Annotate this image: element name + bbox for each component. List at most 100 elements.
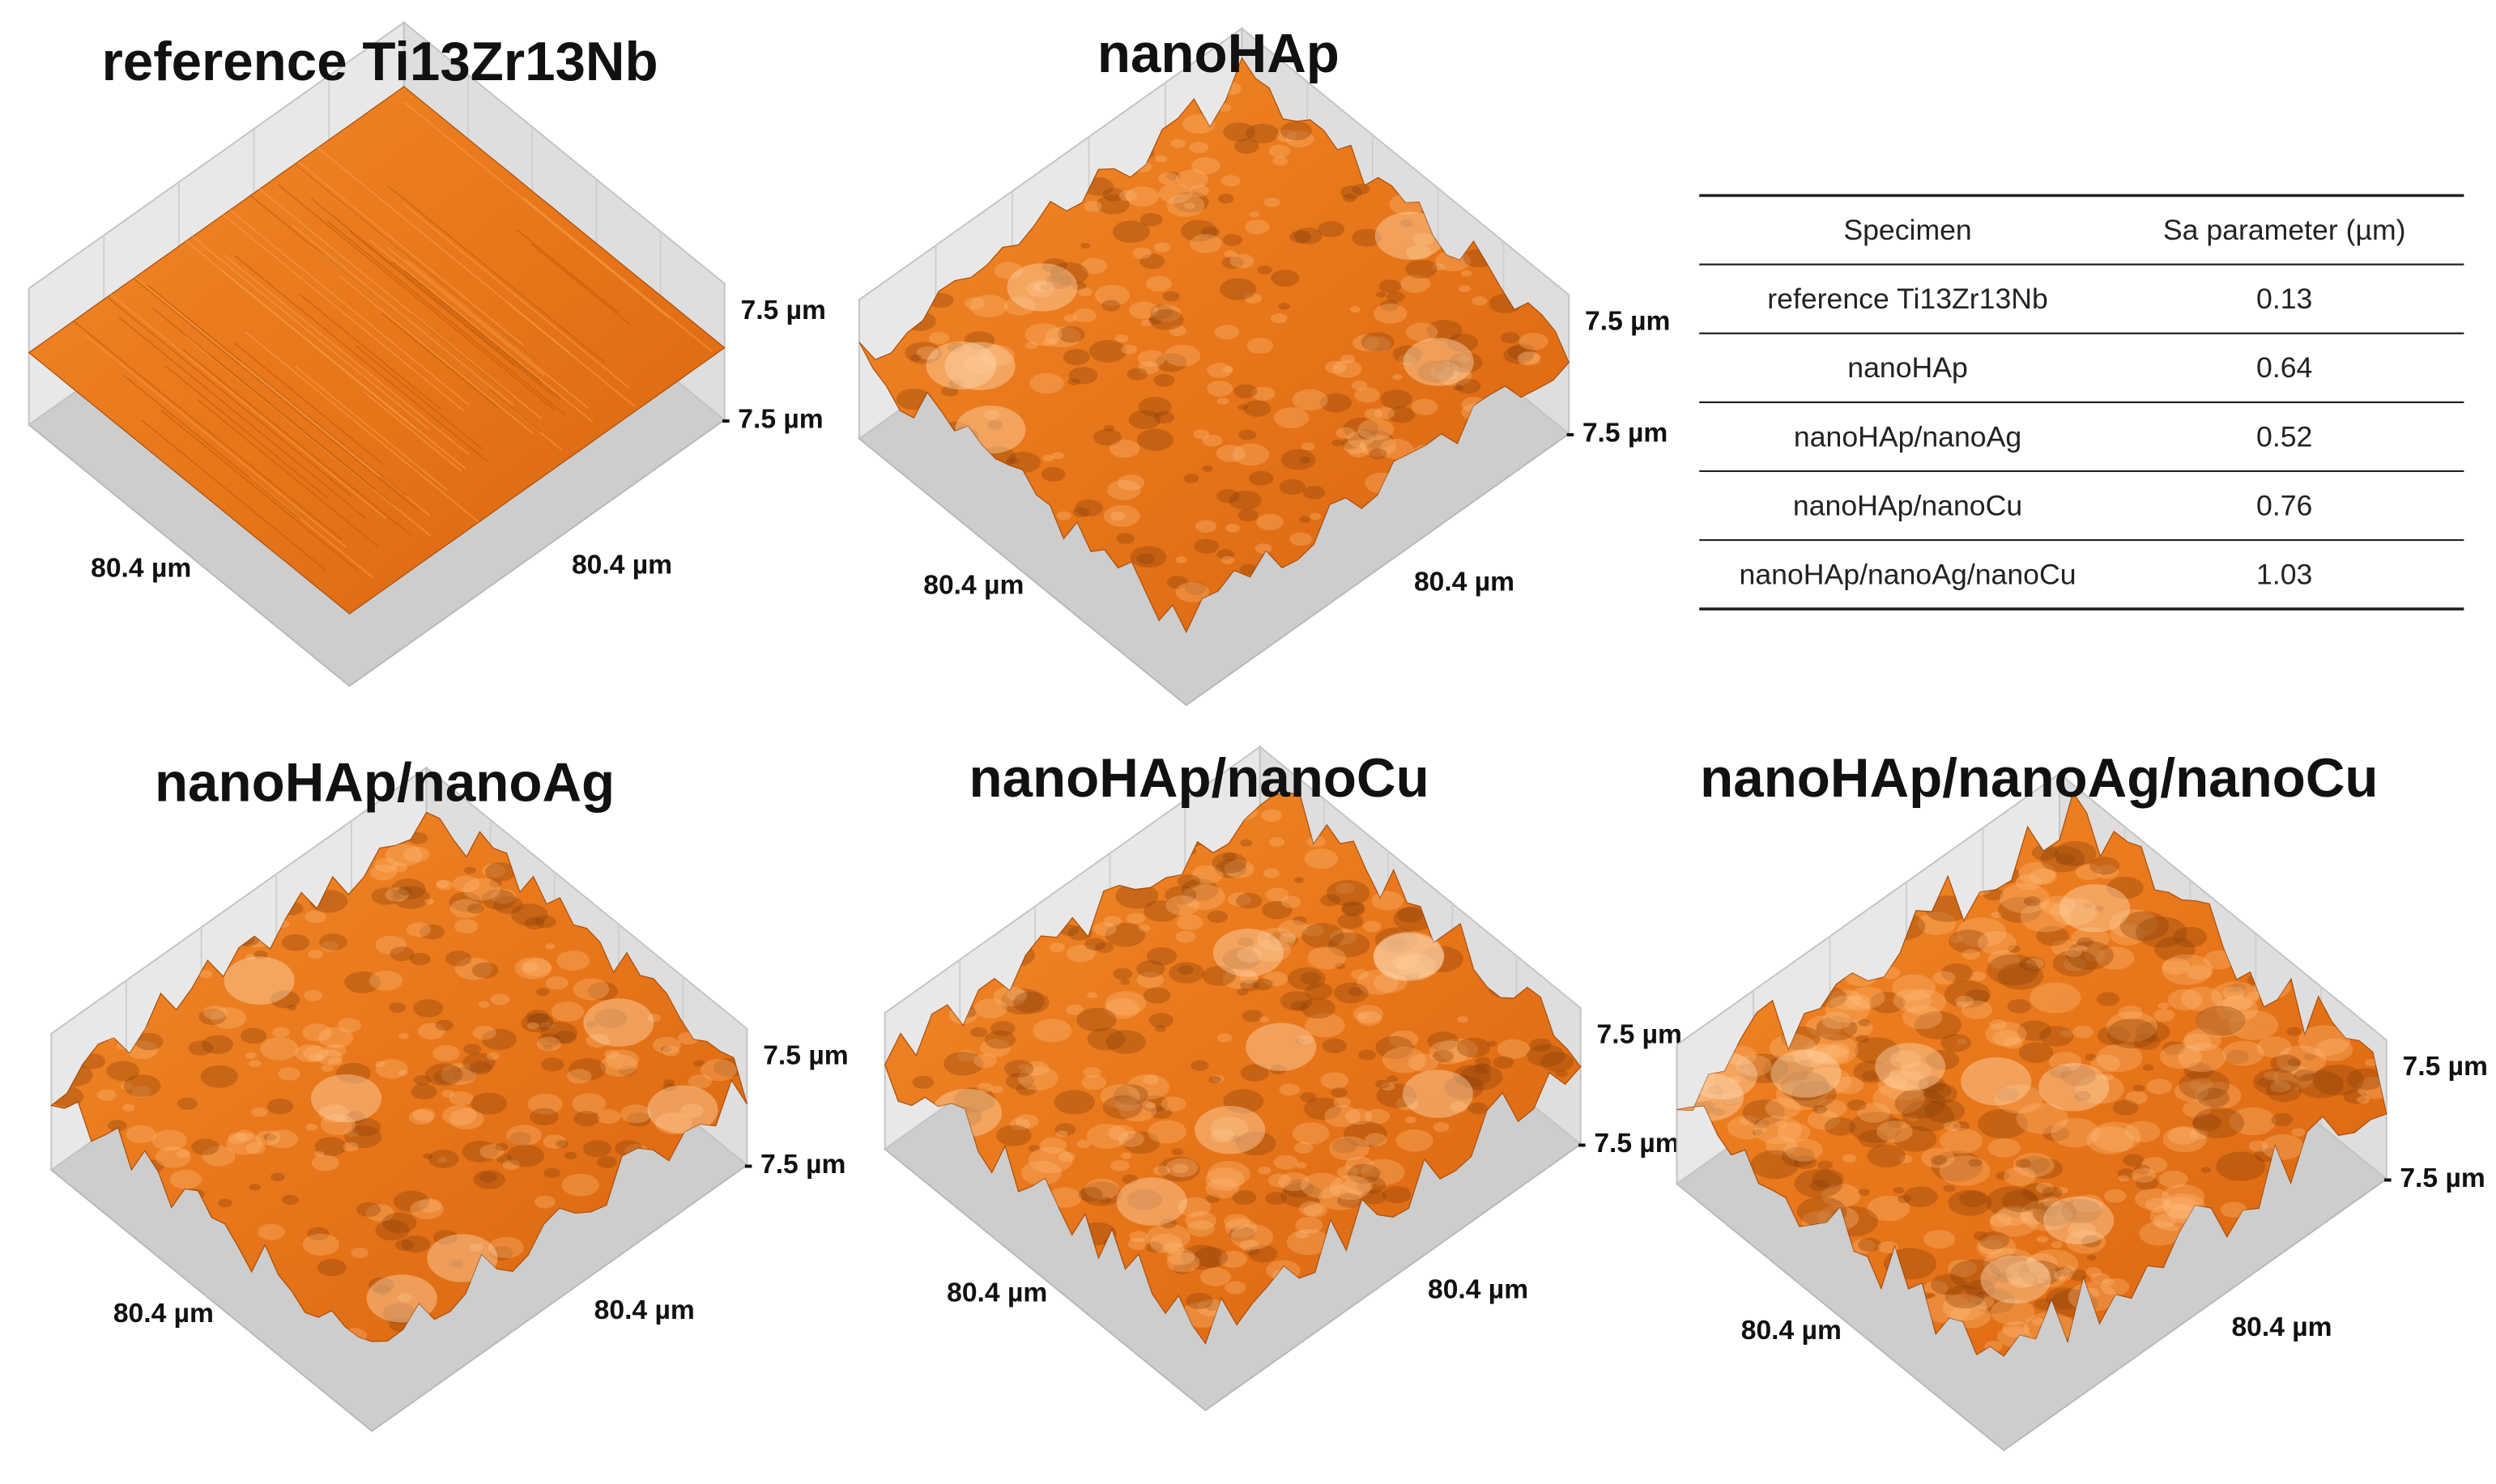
y-label: 80.4 µm	[1428, 1274, 1528, 1304]
texture-bump	[1894, 1088, 1946, 1119]
texture-bump	[2090, 1272, 2110, 1284]
texture-bump	[1306, 836, 1326, 848]
texture-bump	[2005, 1260, 2050, 1287]
texture-bump	[1189, 142, 1209, 154]
texture-bump	[1280, 449, 1316, 470]
texture-bump	[1222, 947, 1260, 971]
texture-bump	[1381, 1082, 1395, 1091]
texture-hill	[944, 342, 1016, 390]
texture-bump	[1005, 1072, 1034, 1090]
texture-bump	[1965, 1279, 1996, 1299]
texture-bump	[1051, 452, 1065, 460]
texture-bump	[1985, 1022, 2027, 1047]
texture-bump	[2167, 989, 2204, 1010]
texture-bump	[604, 1049, 620, 1059]
texture-bump	[2008, 1272, 2035, 1289]
texture-bump	[1165, 885, 1197, 905]
texture-bump	[1302, 924, 1324, 937]
texture-bump	[1107, 479, 1141, 500]
texture-bump	[2131, 1167, 2157, 1183]
texture-bump	[2140, 1157, 2168, 1173]
texture-bump	[1220, 555, 1235, 564]
texture-bump	[1163, 1241, 1185, 1255]
texture-bump	[1057, 325, 1085, 343]
texture-bump	[1076, 1139, 1091, 1149]
texture-bump	[1122, 1174, 1138, 1184]
surface-texture	[912, 802, 1574, 1329]
texture-bump	[1932, 971, 1956, 985]
texture-bump	[1143, 987, 1171, 1004]
texture-bump	[1931, 1154, 1948, 1166]
texture-bump	[928, 331, 950, 344]
texture-bump	[2020, 1199, 2073, 1231]
texture-bump	[1225, 1218, 1258, 1238]
texture-bump	[1138, 924, 1151, 932]
texture-bump	[2084, 948, 2106, 963]
texture-bump	[2042, 1186, 2063, 1199]
texture-bump	[2051, 939, 2078, 956]
texture-bump	[1238, 429, 1256, 440]
texture-bump	[462, 878, 500, 901]
texture-bump	[1175, 582, 1210, 602]
texture-bump	[1364, 1108, 1391, 1125]
texture-bump	[1103, 504, 1140, 527]
texture-bump	[1453, 1065, 1491, 1088]
texture-bump	[393, 1190, 430, 1213]
texture-bump	[1084, 1178, 1120, 1200]
texture-bump	[1240, 979, 1260, 992]
texture-bump	[1304, 848, 1339, 870]
texture-bump	[1806, 1043, 1841, 1064]
texture-bump	[435, 1019, 454, 1031]
texture-bump	[1342, 193, 1357, 202]
table-cell: 1.03	[2256, 559, 2312, 591]
texture-bump	[1193, 429, 1210, 440]
texture-bump	[1236, 893, 1263, 909]
texture-bump	[1987, 1137, 2021, 1158]
texture-bump	[418, 1198, 442, 1213]
table-cell: nanoHAp/nanoCu	[1793, 489, 2022, 521]
texture-bump	[1102, 188, 1125, 202]
texture-bump	[1016, 1083, 1037, 1096]
texture-streak	[185, 335, 432, 538]
texture-bump	[309, 1053, 323, 1063]
texture-bump	[1050, 262, 1088, 286]
texture-bump	[1140, 1095, 1169, 1112]
texture-bump	[1008, 457, 1020, 465]
texture-bump	[956, 1050, 977, 1062]
texture-bump	[1207, 363, 1233, 378]
texture-bump	[1166, 1252, 1200, 1273]
texture-bump	[371, 887, 401, 905]
texture-bump	[1229, 490, 1262, 511]
texture-bump	[1990, 1254, 2032, 1280]
texture-streak	[405, 258, 588, 409]
texture-bump	[1024, 341, 1038, 350]
texture-bump	[1278, 1172, 1310, 1192]
texture-bump	[1256, 513, 1284, 530]
texture-bump	[554, 1030, 577, 1044]
texture-bump	[1148, 316, 1162, 325]
texture-bump	[1153, 373, 1175, 387]
texture-bump	[1357, 1010, 1382, 1027]
texture-bump	[1375, 1079, 1390, 1089]
surface-panel: nanoHAp/nanoCu 7.5 µm - 7.5 µm 80.4 µm 80.4 …	[884, 745, 1682, 1412]
texture-bump	[1472, 296, 1488, 306]
texture-bump	[2228, 1010, 2279, 1040]
texture-bump	[1400, 219, 1414, 227]
texture-bump	[436, 880, 453, 891]
texture-hill	[310, 1074, 382, 1123]
texture-bump	[1136, 428, 1174, 451]
texture-bump	[1138, 397, 1172, 417]
texture-bump	[1917, 912, 1957, 935]
texture-bump	[2052, 950, 2098, 977]
texture-bump	[123, 1074, 161, 1097]
texture-bump	[2343, 1089, 2367, 1104]
texture-bump	[1191, 865, 1224, 884]
texture-bump	[155, 1146, 192, 1168]
texture-bump	[177, 1097, 198, 1110]
x-label: 80.4 µm	[947, 1278, 1047, 1308]
texture-bump	[2123, 1154, 2145, 1167]
texture-bump	[1172, 1163, 1189, 1174]
texture-bump	[1849, 986, 1885, 1009]
texture-bump	[1237, 947, 1263, 963]
texture-bump	[1180, 1302, 1225, 1329]
